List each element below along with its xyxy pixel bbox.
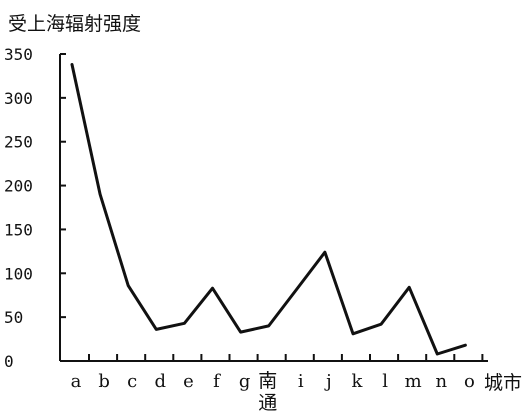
x-tick-label: l [382, 371, 388, 392]
x-tick-label: i [298, 371, 304, 392]
x-tick-label: g [239, 371, 251, 392]
y-tick-label: 100 [4, 264, 33, 283]
y-tick-labels: 0 50 100 150 200 250 300 350 [4, 45, 66, 371]
x-tick-label: m [405, 371, 422, 392]
y-tick-label: 350 [4, 45, 33, 64]
series-line [70, 63, 467, 356]
series-layer [70, 63, 467, 356]
x-tick-label: e [183, 371, 194, 392]
y-tick-label: 200 [4, 177, 33, 196]
x-tick-label: b [98, 371, 110, 392]
x-tick-label: j [324, 371, 332, 392]
x-tick-label: n [436, 371, 448, 392]
x-tick-label: a [71, 371, 82, 392]
x-tick-label: k [352, 371, 364, 392]
x-tick-label-char: 通 [258, 392, 277, 414]
y-tick-label: 300 [4, 89, 33, 108]
x-tick-label: f [213, 371, 221, 392]
x-tick-label-char: 南 [258, 370, 277, 392]
x-tick-marks [88, 354, 484, 361]
x-tick-label: c [127, 371, 137, 392]
y-tick-label: 50 [4, 308, 23, 327]
x-axis-label: 城市 [484, 372, 522, 394]
y-tick-label: 250 [4, 133, 33, 152]
x-tick-label: o [464, 371, 475, 392]
x-tick-labels: a b c d e f g 南通i j k l m n o [71, 370, 475, 414]
y-tick-label: 0 [4, 352, 14, 371]
y-axis-label: 受上海辐射强度 [8, 13, 141, 35]
y-tick-label: 150 [4, 220, 33, 239]
x-tick-label: d [155, 371, 167, 392]
